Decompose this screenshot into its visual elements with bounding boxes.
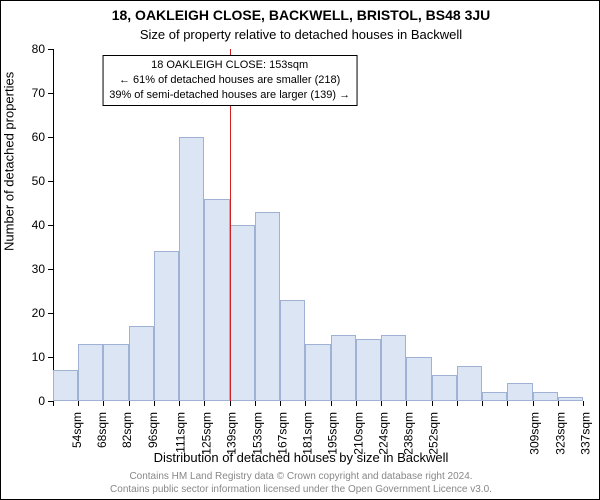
ytick-mark xyxy=(48,225,53,226)
xtick-label: 323sqm xyxy=(553,412,567,455)
xtick-label: 82sqm xyxy=(120,412,134,448)
chart-title: 18, OAKLEIGH CLOSE, BACKWELL, BRISTOL, B… xyxy=(1,7,600,23)
xtick-mark xyxy=(406,401,407,406)
xtick-mark xyxy=(356,401,357,406)
xtick-mark xyxy=(103,401,104,406)
ytick-label: 60 xyxy=(32,130,45,144)
xtick-label: 96sqm xyxy=(146,412,160,448)
xtick-label: 309sqm xyxy=(528,412,542,455)
footer-line-2: Contains public sector information licen… xyxy=(1,484,600,497)
xtick-mark xyxy=(255,401,256,406)
xtick-label: 139sqm xyxy=(225,412,239,455)
xtick-mark xyxy=(204,401,205,406)
ytick-mark xyxy=(48,269,53,270)
histogram-bar xyxy=(482,392,507,401)
histogram-bar xyxy=(53,370,78,401)
ytick-label: 80 xyxy=(32,42,45,56)
histogram-bar xyxy=(406,357,431,401)
xtick-label: 181sqm xyxy=(300,412,314,455)
xtick-mark xyxy=(457,401,458,406)
xtick-label: 167sqm xyxy=(275,412,289,455)
annotation-line-2: ← 61% of detached houses are smaller (21… xyxy=(109,73,350,88)
x-axis-label: Distribution of detached houses by size … xyxy=(1,450,600,465)
histogram-bar xyxy=(78,344,103,401)
ytick-mark xyxy=(48,313,53,314)
y-axis xyxy=(53,49,54,401)
histogram-bar xyxy=(432,375,457,401)
histogram-bar xyxy=(533,392,558,401)
xtick-label: 210sqm xyxy=(351,412,365,455)
ytick-label: 30 xyxy=(32,262,45,276)
plot-area: 0102030405060708054sqm68sqm82sqm96sqm111… xyxy=(53,49,583,401)
ytick-mark xyxy=(48,49,53,50)
histogram-bar xyxy=(204,199,229,401)
histogram-bar xyxy=(280,300,305,401)
histogram-bar xyxy=(103,344,128,401)
ytick-label: 40 xyxy=(32,218,45,232)
ytick-label: 70 xyxy=(32,86,45,100)
histogram-bar xyxy=(154,251,179,401)
annotation-line-3: 39% of semi-detached houses are larger (… xyxy=(109,88,350,103)
annotation-box: 18 OAKLEIGH CLOSE: 153sqm← 61% of detach… xyxy=(102,55,357,106)
chart-subtitle: Size of property relative to detached ho… xyxy=(1,27,600,42)
ytick-label: 0 xyxy=(38,394,45,408)
xtick-mark xyxy=(154,401,155,406)
histogram-bar xyxy=(331,335,356,401)
xtick-mark xyxy=(533,401,534,406)
xtick-mark xyxy=(507,401,508,406)
ytick-mark xyxy=(48,137,53,138)
ytick-label: 20 xyxy=(32,306,45,320)
xtick-mark xyxy=(432,401,433,406)
xtick-label: 195sqm xyxy=(326,412,340,455)
histogram-bar xyxy=(305,344,330,401)
xtick-label: 337sqm xyxy=(578,412,592,455)
xtick-mark xyxy=(179,401,180,406)
y-axis-label: Number of detached properties xyxy=(2,72,17,251)
annotation-line-1: 18 OAKLEIGH CLOSE: 153sqm xyxy=(109,58,350,73)
ytick-mark xyxy=(48,357,53,358)
footer-line-1: Contains HM Land Registry data © Crown c… xyxy=(1,471,600,484)
chart-container: 18, OAKLEIGH CLOSE, BACKWELL, BRISTOL, B… xyxy=(0,0,600,500)
xtick-label: 153sqm xyxy=(250,412,264,455)
ytick-mark xyxy=(48,181,53,182)
ytick-mark xyxy=(48,93,53,94)
xtick-mark xyxy=(230,401,231,406)
histogram-bar xyxy=(230,225,255,401)
histogram-bar xyxy=(381,335,406,401)
xtick-mark xyxy=(53,401,54,406)
histogram-bar xyxy=(129,326,154,401)
ytick-label: 10 xyxy=(32,350,45,364)
xtick-mark xyxy=(305,401,306,406)
xtick-mark xyxy=(78,401,79,406)
xtick-label: 111sqm xyxy=(173,412,187,453)
xtick-label: 68sqm xyxy=(95,412,109,448)
xtick-label: 224sqm xyxy=(376,412,390,455)
histogram-bar xyxy=(356,339,381,401)
histogram-bar xyxy=(558,397,583,401)
histogram-bar xyxy=(457,366,482,401)
xtick-label: 238sqm xyxy=(401,412,415,455)
xtick-label: 252sqm xyxy=(427,412,441,455)
histogram-bar xyxy=(255,212,280,401)
xtick-label: 54sqm xyxy=(70,412,84,448)
xtick-mark xyxy=(583,401,584,406)
xtick-mark xyxy=(129,401,130,406)
xtick-mark xyxy=(331,401,332,406)
xtick-mark xyxy=(280,401,281,406)
footer-attribution: Contains HM Land Registry data © Crown c… xyxy=(1,471,600,496)
ytick-label: 50 xyxy=(32,174,45,188)
xtick-mark xyxy=(381,401,382,406)
xtick-mark xyxy=(558,401,559,406)
xtick-label: 125sqm xyxy=(200,412,214,455)
histogram-bar xyxy=(179,137,204,401)
histogram-bar xyxy=(507,383,532,401)
xtick-mark xyxy=(482,401,483,406)
